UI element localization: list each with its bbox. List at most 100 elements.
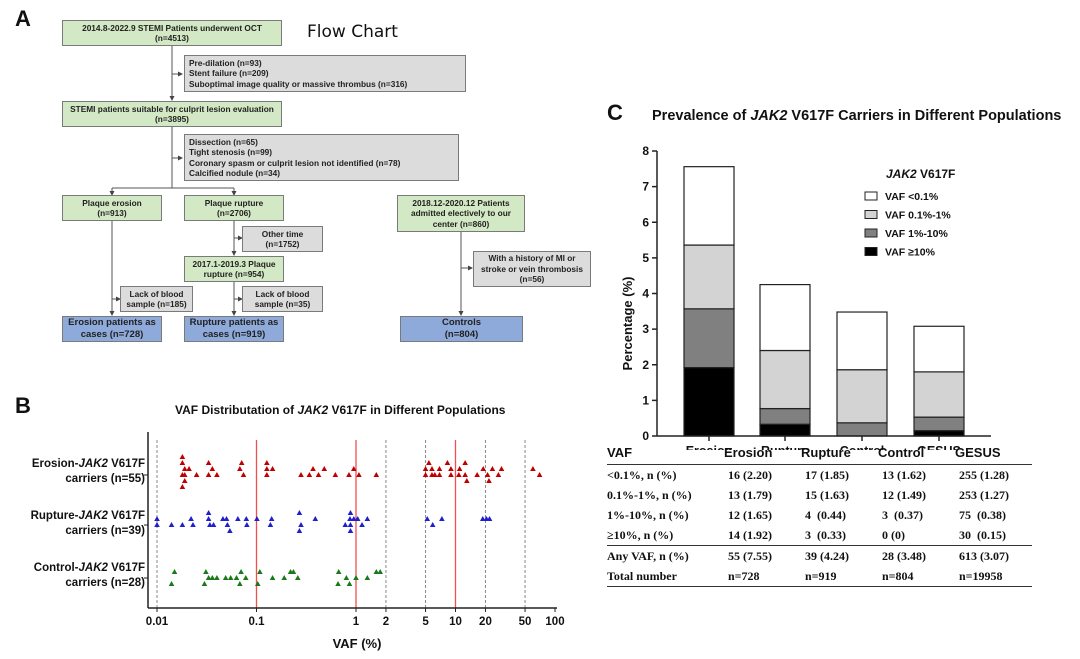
- data-point: [257, 569, 263, 574]
- data-point: [298, 522, 304, 527]
- row-label-control: Control-JAK2 V617F carriers (n=28): [5, 561, 145, 591]
- bar-segment: [759, 407, 811, 425]
- data-point: [456, 472, 462, 477]
- data-point: [498, 466, 505, 471]
- data-point: [267, 522, 274, 527]
- legend-title: JAK2 V617F: [886, 167, 955, 181]
- data-point: [359, 522, 365, 527]
- table-cell: n=804: [882, 568, 914, 583]
- table-header: Rupture: [801, 444, 851, 460]
- bar-segment: [913, 371, 965, 418]
- legend: JAK2 V617F VAF <0.1% VAF 0.1%-1% VAF 1%-10%…: [864, 167, 955, 259]
- panel-c-label: C: [607, 100, 623, 125]
- data-point: [281, 575, 288, 580]
- data-point: [205, 460, 212, 465]
- y-axis-label: Percentage (%): [620, 277, 635, 371]
- x-tick-label: 2: [383, 616, 389, 628]
- data-point: [347, 528, 354, 533]
- box-controls: Controls (n=804): [400, 316, 523, 342]
- data-point: [429, 522, 436, 527]
- data-point: [205, 516, 212, 521]
- data-point: [171, 569, 178, 574]
- data-point: [290, 569, 297, 574]
- data-point: [224, 522, 231, 527]
- data-point: [373, 569, 380, 574]
- legend-swatch: [864, 191, 878, 201]
- y-tick-label: 2: [642, 358, 649, 372]
- data-point: [315, 472, 322, 477]
- legend-label: VAF 0.1%-1%: [885, 210, 951, 222]
- data-point: [377, 569, 383, 574]
- row-label-text: carriers (n=55): [65, 472, 145, 485]
- data-point: [536, 472, 543, 477]
- x-axis-label: VAF (%): [333, 636, 382, 651]
- row-label-text: V617F: [107, 562, 145, 574]
- data-point: [254, 516, 260, 521]
- box-lack-blood-rupture: Lack of blood sample (n=35): [242, 286, 323, 312]
- prevalence-bar-chart: 0 1 2 3 4 5 6 7 8 Percentage (%) Erosion Rupture Con…: [620, 144, 991, 450]
- table-header: Control: [878, 444, 925, 460]
- data-point: [210, 522, 217, 527]
- box-control-exclusion: With a history of MI or stroke or vein t…: [473, 251, 591, 287]
- y-tick-label: 6: [642, 215, 649, 229]
- data-point: [244, 522, 250, 527]
- x-tick-label: Erosion: [686, 444, 733, 450]
- data-point: [444, 460, 451, 465]
- data-point: [179, 460, 186, 465]
- data-point: [268, 516, 275, 521]
- row-label-gene: JAK2: [78, 562, 108, 574]
- table-cell: 12 (1.49): [882, 487, 926, 502]
- data-point: [264, 466, 270, 471]
- box-lack-blood-erosion: Lack of blood sample (n=185): [120, 286, 193, 312]
- table-cell: 17 (1.85): [805, 467, 849, 482]
- table-row-label: Any VAF, n (%): [607, 548, 689, 563]
- table-header-row: VAF Erosion Rupture Control GESUS: [607, 440, 1032, 465]
- x-tick-label: 1: [353, 616, 360, 628]
- data-point: [269, 575, 276, 580]
- panel-b-label: B: [15, 393, 31, 418]
- row-label-gene: JAK2: [78, 458, 108, 470]
- table-cell: 16 (2.20): [728, 467, 772, 482]
- data-point: [489, 466, 496, 471]
- data-point: [243, 516, 250, 521]
- legend-label: VAF <0.1%: [885, 191, 939, 203]
- data-point: [321, 466, 328, 471]
- data-point: [181, 478, 188, 483]
- data-point: [353, 575, 359, 580]
- table-cell: 75 (0.38): [959, 507, 1006, 522]
- bar-segment: [913, 416, 965, 432]
- data-point: [181, 472, 188, 477]
- vaf-table: VAF Erosion Rupture Control GESUS <0.1%,…: [607, 440, 1032, 587]
- data-point: [426, 460, 432, 465]
- x-tick-label: 50: [519, 616, 532, 628]
- data-point: [269, 466, 276, 471]
- table-header: VAF: [607, 444, 633, 460]
- table-cell: n=919: [805, 568, 837, 583]
- title-gene: JAK2: [750, 108, 788, 124]
- data-point: [237, 466, 243, 471]
- data-point: [343, 575, 350, 580]
- data-point: [356, 472, 362, 477]
- data-point: [233, 575, 240, 580]
- table-row-label: Total number: [607, 568, 677, 583]
- row-label-text: carriers (n=28): [65, 576, 145, 589]
- data-point: [214, 472, 220, 477]
- data-point: [306, 472, 313, 477]
- legend-label: VAF 1%-10%: [885, 228, 948, 240]
- data-point: [436, 466, 443, 471]
- row-label-text: carriers (n=39): [65, 524, 145, 537]
- data-point: [347, 510, 354, 515]
- row-label-text: V617F: [107, 458, 145, 470]
- title-text: V617F Carriers in Different Populations: [787, 108, 1062, 124]
- table-row-label: 0.1%-1%, n (%): [607, 487, 692, 502]
- row-label-text: Control-: [33, 562, 79, 574]
- row-label-text: Erosion-: [31, 458, 79, 470]
- title-text: VAF Distributation of: [175, 403, 298, 417]
- y-tick-label: 0: [642, 429, 649, 443]
- data-point: [422, 466, 429, 471]
- data-point: [209, 466, 216, 471]
- bar-segment: [759, 349, 811, 410]
- row-label-text: V617F: [107, 510, 145, 522]
- box-erosion-cases: Erosion patients as cases (n=728): [62, 316, 162, 342]
- bar-segment: [836, 369, 888, 424]
